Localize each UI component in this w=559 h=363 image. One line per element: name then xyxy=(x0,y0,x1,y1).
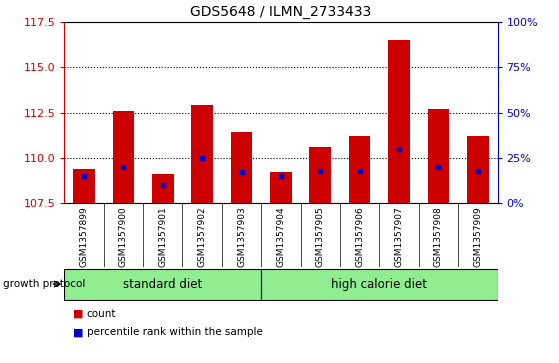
Text: GSM1357909: GSM1357909 xyxy=(473,207,482,267)
Text: high calorie diet: high calorie diet xyxy=(331,278,428,290)
Text: GSM1357902: GSM1357902 xyxy=(198,207,207,267)
Text: GSM1357907: GSM1357907 xyxy=(395,207,404,267)
Text: GSM1357908: GSM1357908 xyxy=(434,207,443,267)
Title: GDS5648 / ILMN_2733433: GDS5648 / ILMN_2733433 xyxy=(190,5,372,19)
Bar xyxy=(467,136,489,203)
Text: ■: ■ xyxy=(73,309,83,319)
Text: GSM1357905: GSM1357905 xyxy=(316,207,325,267)
Bar xyxy=(270,172,292,203)
Text: growth protocol: growth protocol xyxy=(3,279,85,289)
Bar xyxy=(152,174,174,203)
Text: GSM1357899: GSM1357899 xyxy=(79,207,88,267)
Text: count: count xyxy=(87,309,116,319)
Text: GSM1357904: GSM1357904 xyxy=(276,207,286,267)
Text: GSM1357906: GSM1357906 xyxy=(355,207,364,267)
Bar xyxy=(191,105,213,203)
Bar xyxy=(428,109,449,203)
FancyBboxPatch shape xyxy=(261,269,498,299)
FancyBboxPatch shape xyxy=(64,269,261,299)
Text: standard diet: standard diet xyxy=(123,278,202,290)
Text: GSM1357903: GSM1357903 xyxy=(237,207,246,267)
Text: GSM1357900: GSM1357900 xyxy=(119,207,128,267)
Text: GSM1357901: GSM1357901 xyxy=(158,207,167,267)
Text: ■: ■ xyxy=(73,327,83,337)
Text: percentile rank within the sample: percentile rank within the sample xyxy=(87,327,263,337)
Bar xyxy=(310,147,331,203)
Bar xyxy=(112,111,134,203)
Bar xyxy=(388,40,410,203)
Bar xyxy=(73,169,95,203)
Bar xyxy=(349,136,371,203)
Bar xyxy=(231,132,252,203)
